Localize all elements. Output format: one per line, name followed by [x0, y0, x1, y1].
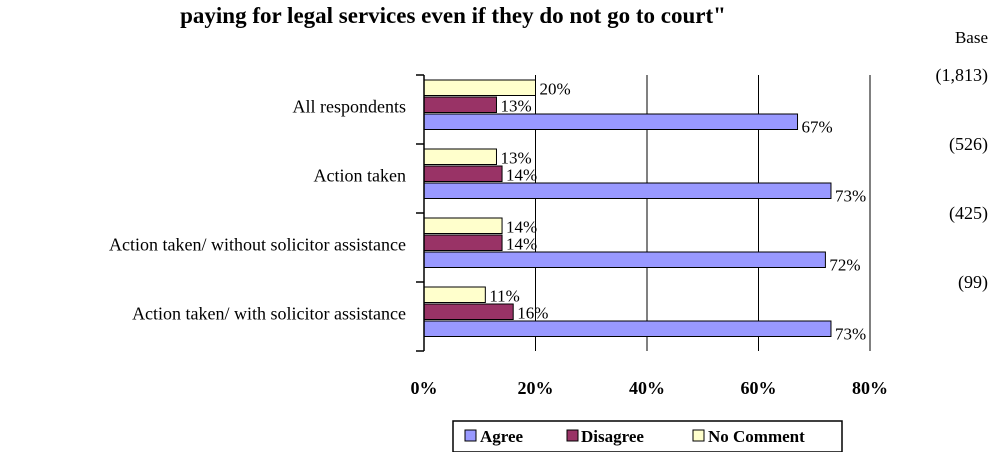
category-label: Action taken — [314, 166, 406, 186]
legend-label: Agree — [480, 427, 524, 446]
data-label: 73% — [835, 187, 866, 206]
data-label: 14% — [506, 218, 537, 237]
data-label: 73% — [835, 325, 866, 344]
data-label: 16% — [517, 304, 548, 323]
x-tick-label: 60% — [741, 378, 777, 398]
x-tick-label: 0% — [411, 378, 438, 398]
legend-swatch — [566, 429, 579, 442]
base-value: (425) — [949, 203, 988, 224]
bar — [423, 217, 503, 234]
legend-label: No Comment — [708, 427, 805, 446]
bar — [423, 303, 514, 320]
data-label: 20% — [540, 80, 571, 99]
base-value: (1,813) — [936, 65, 989, 86]
x-tick-label: 80% — [852, 378, 888, 398]
bar — [423, 320, 832, 337]
legend-swatch — [692, 429, 705, 442]
base-value: (99) — [958, 272, 988, 293]
data-label: 11% — [489, 287, 520, 306]
data-label: 13% — [500, 97, 531, 116]
category-label: All respondents — [293, 97, 406, 117]
x-tick-label: 20% — [518, 378, 554, 398]
bar — [423, 165, 503, 182]
bar — [423, 182, 832, 199]
base-header: Base — [955, 28, 988, 47]
category-label: Action taken/ without solicitor assistan… — [109, 235, 406, 255]
chart-title: paying for legal services even if they d… — [180, 3, 726, 28]
bar — [423, 96, 497, 113]
bar — [423, 286, 486, 303]
bar — [423, 251, 826, 268]
bar — [423, 148, 497, 165]
bar — [423, 113, 799, 130]
category-label: Action taken/ with solicitor assistance — [132, 304, 406, 324]
data-label: 72% — [829, 256, 860, 275]
data-label: 14% — [506, 235, 537, 254]
legend: Agree Disagree No Comment — [452, 420, 843, 452]
bar — [423, 234, 503, 251]
legend-swatch — [464, 429, 477, 442]
legend-box — [452, 420, 843, 452]
legend-label: Disagree — [581, 427, 644, 446]
bar — [423, 79, 536, 96]
data-label: 67% — [802, 118, 833, 137]
data-label: 14% — [506, 166, 537, 185]
x-tick-label: 40% — [629, 378, 665, 398]
plot-area: 0% 20% 40% 60% 80% 20% 13% 67% All respondents (1… — [109, 65, 988, 398]
base-value: (526) — [949, 134, 988, 155]
data-label: 13% — [500, 149, 531, 168]
